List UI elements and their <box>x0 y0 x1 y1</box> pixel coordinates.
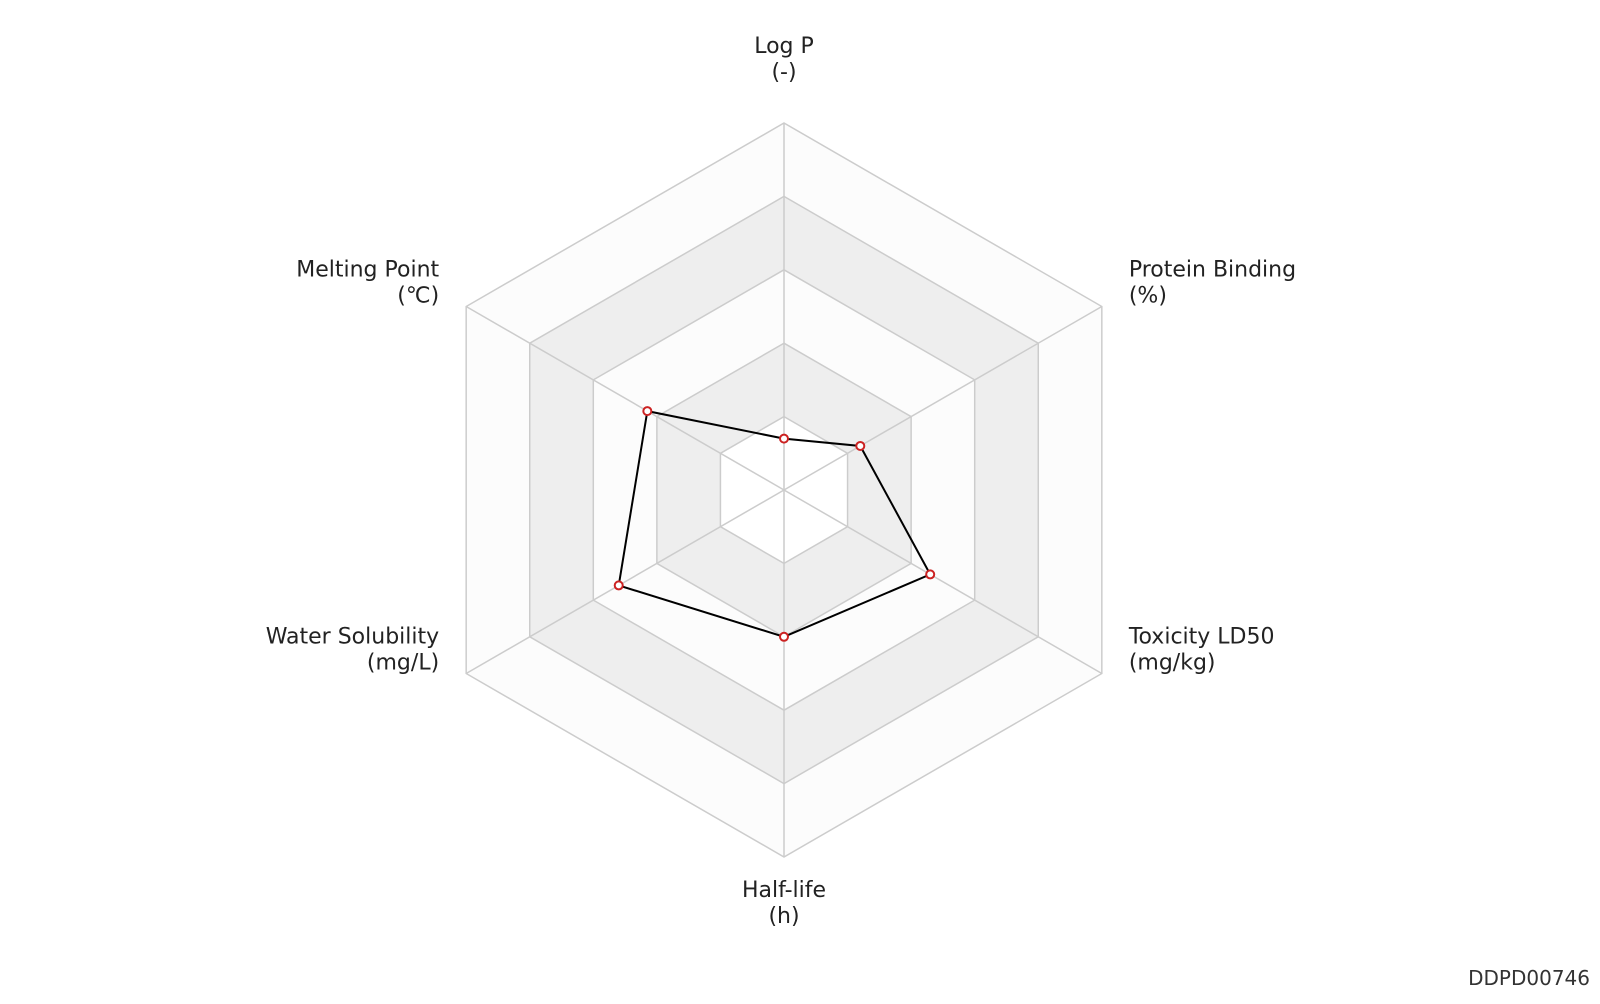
axis-unit: (℃) <box>397 284 439 309</box>
axis-unit: (mg/kg) <box>1129 651 1216 676</box>
axis-unit: (h) <box>768 904 799 929</box>
axis-unit: (%) <box>1129 284 1167 309</box>
axis-name: Protein Binding <box>1129 258 1296 283</box>
axis-name: Toxicity LD50 <box>1128 625 1275 650</box>
data <box>613 406 936 642</box>
data-point <box>855 440 866 451</box>
data-point <box>613 580 624 591</box>
axis-line <box>783 305 1103 491</box>
data-point <box>779 433 789 444</box>
data-point <box>642 406 653 417</box>
axis-line <box>465 489 785 675</box>
axis-unit: (-) <box>771 60 796 85</box>
data-point <box>779 631 789 642</box>
axis-line <box>465 305 785 491</box>
grid: Log P(-)Protein Binding(%)Toxicity LD50(… <box>266 34 1296 929</box>
axis-unit: (mg/L) <box>367 651 439 676</box>
axis-line <box>783 489 1103 675</box>
axis-name: Half-life <box>742 878 826 903</box>
data-point <box>925 569 936 580</box>
axis-name: Log P <box>754 34 814 59</box>
axis-name: Melting Point <box>296 258 439 283</box>
axis-name: Water Solubility <box>266 625 439 650</box>
watermark: DDPD00746 <box>1468 966 1590 990</box>
